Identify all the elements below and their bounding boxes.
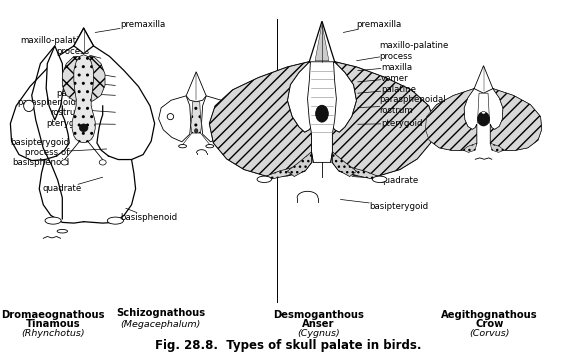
Polygon shape	[308, 62, 336, 162]
Polygon shape	[478, 93, 489, 123]
Text: Desmoganthous: Desmoganthous	[273, 310, 364, 320]
Ellipse shape	[61, 160, 68, 165]
Polygon shape	[287, 152, 312, 176]
Text: basisphenoid: basisphenoid	[120, 208, 177, 222]
Ellipse shape	[316, 105, 328, 122]
Text: quadrate: quadrate	[352, 175, 419, 185]
Ellipse shape	[45, 217, 61, 224]
Polygon shape	[490, 89, 542, 150]
Text: Dromaeognathous: Dromaeognathous	[1, 310, 105, 320]
Text: quadrate: quadrate	[43, 177, 103, 193]
Text: Schizognathous: Schizognathous	[116, 308, 205, 318]
Polygon shape	[425, 89, 477, 150]
Text: Fig. 28.8.  Types of skull palate in birds.: Fig. 28.8. Types of skull palate in bird…	[155, 339, 422, 352]
Polygon shape	[191, 102, 201, 133]
Text: (Cygnus): (Cygnus)	[297, 329, 340, 339]
Text: parasphenoidal
rostrum: parasphenoidal rostrum	[358, 95, 446, 114]
Polygon shape	[186, 72, 206, 102]
Text: maxillo-palatine
process: maxillo-palatine process	[20, 36, 101, 58]
Polygon shape	[332, 62, 434, 176]
Text: Tinamous: Tinamous	[26, 319, 80, 329]
Polygon shape	[490, 143, 504, 152]
Text: maxilla: maxilla	[358, 62, 412, 72]
Ellipse shape	[478, 112, 489, 126]
Ellipse shape	[373, 176, 387, 183]
Polygon shape	[267, 167, 305, 179]
Polygon shape	[309, 21, 335, 69]
Polygon shape	[159, 96, 191, 142]
Ellipse shape	[107, 217, 123, 224]
Text: pterygoid: pterygoid	[358, 119, 422, 128]
Text: premaxilla: premaxilla	[343, 20, 402, 32]
Polygon shape	[209, 62, 312, 176]
Text: vomer: vomer	[358, 74, 409, 83]
Text: basipterygoid
process of
basisphenoid: basipterygoid process of basisphenoid	[10, 138, 107, 167]
Text: parasphenoidal
rostrum: parasphenoidal rostrum	[17, 98, 115, 117]
Text: Aegithognathous: Aegithognathous	[441, 310, 538, 320]
Text: pterygoid: pterygoid	[46, 119, 115, 128]
Ellipse shape	[206, 144, 213, 148]
Ellipse shape	[57, 229, 68, 233]
Text: premaxilla: premaxilla	[95, 20, 165, 32]
Ellipse shape	[79, 124, 88, 132]
Text: palatine: palatine	[358, 85, 416, 94]
Polygon shape	[339, 167, 377, 179]
Text: Crow: Crow	[475, 319, 504, 329]
Text: (Corvus): (Corvus)	[469, 329, 509, 339]
Text: maxilla: maxilla	[62, 77, 115, 86]
Polygon shape	[72, 55, 95, 143]
Ellipse shape	[167, 114, 174, 120]
Ellipse shape	[482, 111, 485, 114]
Text: Anser: Anser	[302, 319, 335, 329]
Polygon shape	[46, 46, 63, 120]
Text: maxillo-palatine
process: maxillo-palatine process	[357, 42, 449, 61]
Text: (Megacephalum): (Megacephalum)	[120, 320, 201, 329]
Ellipse shape	[24, 100, 34, 112]
Ellipse shape	[194, 128, 198, 133]
Polygon shape	[474, 66, 493, 93]
Text: (Rhynchotus): (Rhynchotus)	[21, 329, 85, 339]
Ellipse shape	[179, 144, 186, 148]
Polygon shape	[315, 24, 329, 61]
Polygon shape	[201, 96, 234, 142]
Polygon shape	[332, 152, 357, 176]
Polygon shape	[88, 56, 105, 102]
Polygon shape	[62, 56, 80, 102]
Text: palatine: palatine	[56, 89, 115, 98]
Ellipse shape	[257, 176, 271, 183]
Polygon shape	[463, 143, 477, 152]
Ellipse shape	[99, 160, 106, 165]
Text: basipterygoid: basipterygoid	[340, 199, 428, 211]
Polygon shape	[74, 28, 93, 54]
Text: vomer: vomer	[66, 66, 115, 77]
